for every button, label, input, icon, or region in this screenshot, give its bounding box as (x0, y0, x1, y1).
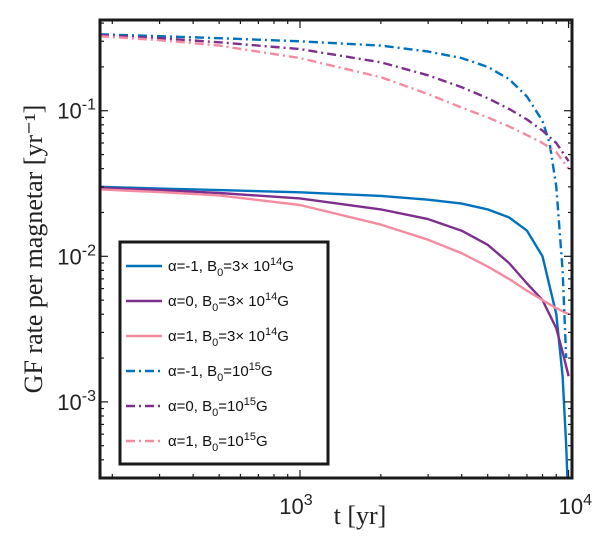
x-ticks (111, 20, 570, 478)
plot-area-frame (98, 18, 574, 480)
series-line-4 (99, 33, 568, 359)
legend-label-2: α=0, B0=3× 1014G (168, 291, 289, 314)
x-axis-label: t [yr] (334, 501, 387, 530)
legend: α=-1, B0=3× 1014G α=0, B0=3× 1014G α=1, B0… (118, 240, 330, 466)
legend-label-3: α=1, B0=3× 1014G (168, 326, 289, 349)
x-tick-label: 104 (559, 492, 592, 519)
legend-label-6: α=1, B0=1015G (168, 431, 268, 454)
series-line-3 (99, 188, 570, 316)
series-line-2 (99, 186, 570, 377)
tick-labels: 103 104 10-3 10-2 10-1 (57, 97, 592, 519)
y-tick-label: 10-1 (57, 97, 96, 124)
legend-label-4: α=-1, B0=1015G (168, 361, 273, 384)
series-layer (99, 33, 570, 479)
y-tick-label: 10-3 (57, 388, 96, 415)
series-line-1 (99, 185, 569, 479)
legend-label-5: α=0, B0=1015G (168, 396, 268, 419)
y-tick-label: 10-2 (57, 242, 96, 269)
series-line-6 (99, 35, 570, 170)
legend-box (118, 240, 330, 466)
legend-label-1: α=-1, B0=3× 1014G (168, 256, 294, 279)
series-line-5 (99, 34, 570, 162)
x-tick-label: 103 (279, 492, 312, 519)
y-ticks (100, 22, 572, 479)
y-axis-label: GF rate per magnetar [yr⁻¹] (19, 105, 48, 394)
